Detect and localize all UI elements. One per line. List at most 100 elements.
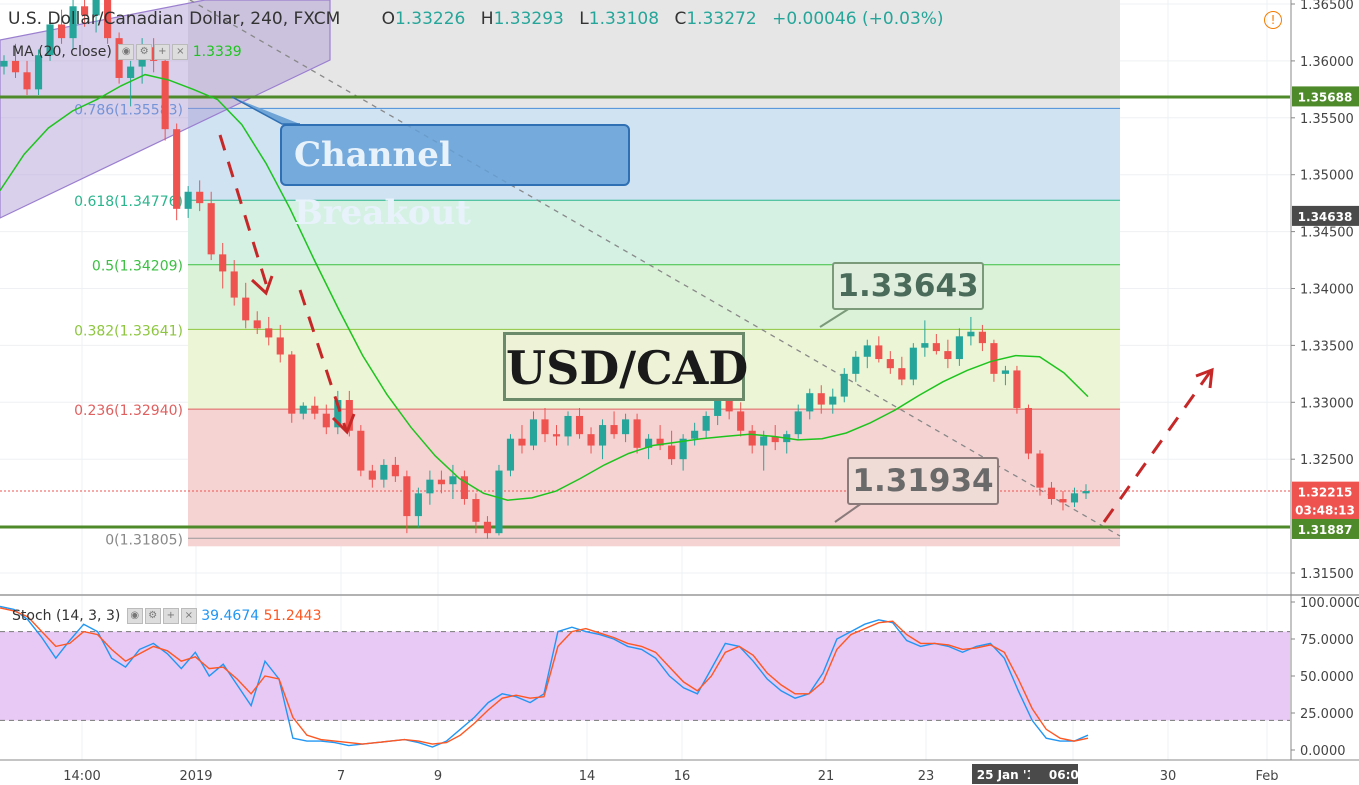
candle-body xyxy=(1059,499,1067,503)
candle-body xyxy=(1082,491,1090,494)
time-tick-label: 2019 xyxy=(179,769,212,784)
stoch-tick-label: 75.0000 xyxy=(1300,633,1354,648)
candle-body xyxy=(92,0,100,16)
candle-body xyxy=(737,411,745,431)
candle-body xyxy=(875,345,883,360)
plus-icon[interactable]: + xyxy=(154,44,171,60)
candle-body xyxy=(253,320,261,329)
stoch-legend[interactable]: Stoch (14, 3, 3) ◉ ⚙ + × 39.4674 51.2443 xyxy=(12,608,322,624)
fib-level-label: 0.5(1.34209) xyxy=(92,259,183,275)
time-cursor-box xyxy=(1030,764,1078,784)
candle-body xyxy=(817,393,825,405)
candle-body xyxy=(345,400,353,431)
price-tick-label: 1.34000 xyxy=(1300,283,1354,298)
time-cursor-label: 25 Jan '19 xyxy=(977,768,1044,782)
candle-body xyxy=(840,373,848,397)
time-tick-label: Feb xyxy=(1255,769,1278,784)
price-tick-label: 1.33000 xyxy=(1300,396,1354,411)
eye-icon[interactable]: ◉ xyxy=(118,44,135,60)
candle-body xyxy=(633,419,641,448)
candle-body xyxy=(829,396,837,405)
time-tick-label: 9 xyxy=(434,769,442,784)
candle-body xyxy=(886,359,894,369)
time-tick-label: 14 xyxy=(579,769,596,784)
candle-body xyxy=(1024,407,1033,454)
candle-body xyxy=(932,343,940,352)
symbol-title[interactable]: U.S. Dollar/Canadian Dollar, 240, FXCM xyxy=(8,9,341,29)
ma-legend[interactable]: MA (20, close) ◉ ⚙ + × 1.3339 xyxy=(12,44,242,60)
price-label: 1.34638 xyxy=(1298,210,1353,224)
price-label-box xyxy=(1292,86,1359,107)
moving-average-line xyxy=(0,73,1089,501)
time-cursor-label: 06:00 xyxy=(1049,768,1087,782)
candle-body xyxy=(288,354,296,414)
change-value: +0.00046 (+0.03%) xyxy=(772,9,944,29)
candle-body xyxy=(1036,453,1044,488)
eye-icon[interactable]: ◉ xyxy=(126,608,143,624)
candle-body xyxy=(57,24,66,39)
candle-body xyxy=(990,343,998,374)
rebound-arrow xyxy=(1102,371,1212,523)
candle-body xyxy=(679,438,687,460)
candle-body xyxy=(898,368,906,380)
candle-body xyxy=(46,24,54,56)
candle-body xyxy=(806,393,814,412)
candle-body xyxy=(725,400,733,412)
gear-icon[interactable]: ⚙ xyxy=(136,44,153,60)
close-icon[interactable]: × xyxy=(180,608,197,624)
candle-body xyxy=(978,331,986,344)
price-label-box xyxy=(1292,518,1359,539)
fib-band xyxy=(188,200,1120,265)
price-tick-label: 1.36000 xyxy=(1300,55,1354,70)
candle-body xyxy=(437,479,445,485)
candle-body xyxy=(955,336,963,360)
candle-body xyxy=(1047,487,1056,500)
candle-body xyxy=(299,405,307,414)
price-label: 1.32215 xyxy=(1298,486,1353,500)
stoch-label: Stoch (14, 3, 3) xyxy=(12,608,121,624)
time-tick-label: 30 xyxy=(1160,769,1177,784)
price-tick-label: 1.35000 xyxy=(1300,169,1354,184)
trend-line xyxy=(189,0,1121,537)
candle-body xyxy=(598,425,607,446)
pair-callout: USD/CAD xyxy=(503,332,748,401)
stoch-tick-label: 100.0000 xyxy=(1300,596,1359,611)
time-tick-label: 14:00 xyxy=(63,769,100,784)
candle-body xyxy=(863,345,871,357)
gear-icon[interactable]: ⚙ xyxy=(144,608,161,624)
candle-body xyxy=(691,430,699,439)
stoch-band xyxy=(0,631,1290,721)
open-value: 1.33226 xyxy=(395,9,466,29)
close-icon[interactable]: × xyxy=(172,44,189,60)
fib-level-label: 0.382(1.33641) xyxy=(74,323,183,339)
candle-body xyxy=(1070,493,1079,503)
candle-body xyxy=(34,55,43,90)
candle-body xyxy=(656,438,664,446)
chart-header: U.S. Dollar/Canadian Dollar, 240, FXCM O… xyxy=(8,9,944,29)
price-tick-label: 1.33500 xyxy=(1300,339,1354,354)
channel-breakout-callout: Channel Breakout xyxy=(280,124,630,233)
candle-body xyxy=(334,400,342,428)
stoch-tick-label: 50.0000 xyxy=(1300,670,1354,685)
candle-body xyxy=(794,411,802,435)
time-tick-label: 23 xyxy=(918,769,935,784)
stoch-tick-label: 25.0000 xyxy=(1300,707,1354,722)
candle-body xyxy=(760,436,768,446)
fib-level-label: 0(1.31805) xyxy=(105,532,183,548)
fib-band-top xyxy=(188,0,1120,109)
candle-body xyxy=(610,425,618,435)
candle-body xyxy=(219,254,227,272)
ma-value: 1.3339 xyxy=(192,44,242,60)
candle-body xyxy=(921,343,929,348)
open-label: O xyxy=(381,9,396,29)
stoch-tick-label: 0.0000 xyxy=(1300,744,1346,759)
candle-body xyxy=(368,470,376,480)
high-label: H xyxy=(480,9,494,29)
alert-icon[interactable]: ! xyxy=(1264,11,1282,29)
callout-pointer xyxy=(834,502,863,523)
plus-icon[interactable]: + xyxy=(162,608,179,624)
candle-body xyxy=(852,356,860,374)
arrow-head xyxy=(250,275,274,296)
price-tick-label: 1.34500 xyxy=(1300,226,1354,241)
